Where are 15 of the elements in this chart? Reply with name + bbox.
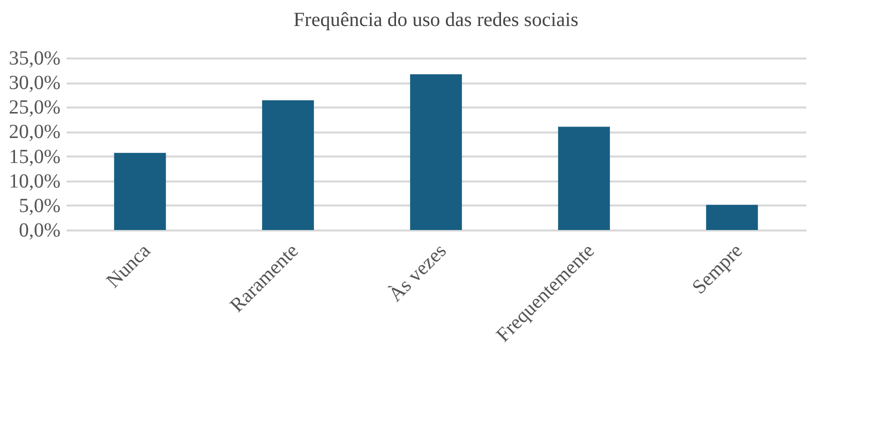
chart-title: Frequência do uso das redes sociais [294,9,579,31]
y-tick-label: 25,0% [8,96,60,119]
y-tick-label: 30,0% [8,72,60,94]
y-tick-label: 35,0% [8,48,60,70]
y-tick-label: 10,0% [8,170,60,192]
y-tick-label: 15,0% [8,146,60,168]
bar [262,100,314,230]
bar [114,152,166,230]
bar [410,74,462,230]
bar [558,126,610,230]
y-tick-label: 0,0% [18,220,60,242]
y-tick-label: 20,0% [8,121,60,144]
y-tick-label: 5,0% [18,194,60,217]
bar [706,204,758,230]
x-tick-label: Às vezes [384,238,452,306]
